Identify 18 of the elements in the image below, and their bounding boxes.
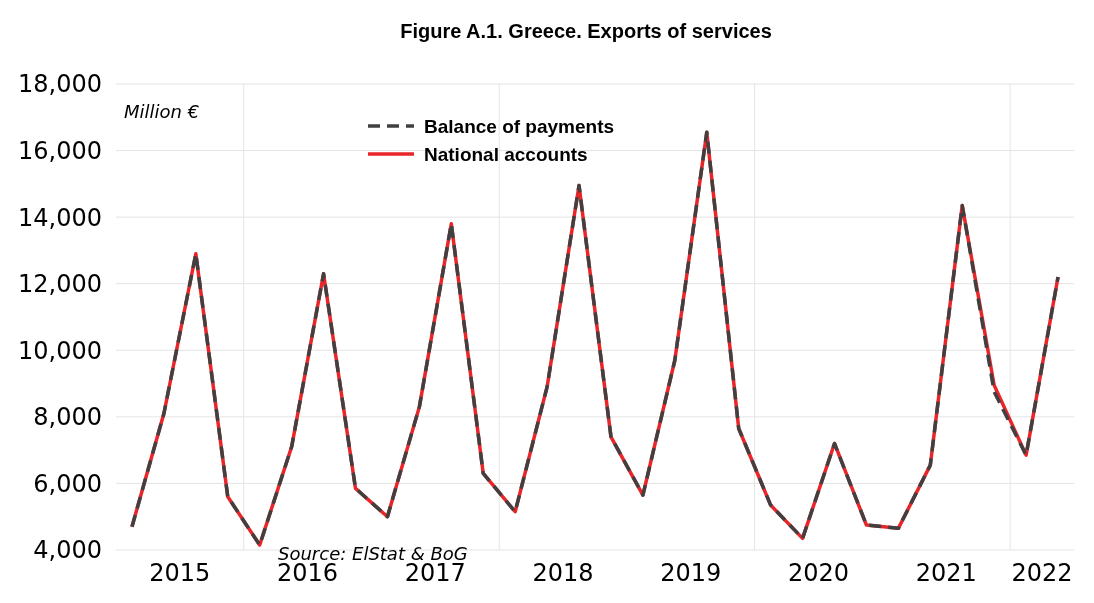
annotation: Million € <box>124 101 200 122</box>
x-tick-label: 2015 <box>149 559 211 587</box>
x-tick-label: 2022 <box>1011 559 1073 587</box>
y-tick-label: 8,000 <box>33 403 102 432</box>
chart-title: Figure A.1. Greece. Exports of services <box>400 20 772 42</box>
legend-label: National accounts <box>424 143 588 165</box>
x-tick-label: 2018 <box>532 559 594 587</box>
y-tick-label: 14,000 <box>18 203 102 232</box>
x-tick-label: 2019 <box>660 559 722 587</box>
y-tick-label: 16,000 <box>18 136 102 165</box>
legend-label: Balance of payments <box>424 115 615 137</box>
x-tick-label: 2020 <box>787 559 850 587</box>
y-tick-label: 6,000 <box>33 469 102 498</box>
y-tick-label: 10,000 <box>18 336 102 365</box>
y-tick-label: 4,000 <box>33 536 102 565</box>
y-tick-label: 12,000 <box>18 270 102 299</box>
x-tick-label: 2021 <box>915 559 977 587</box>
y-tick-label: 18,000 <box>18 70 102 99</box>
